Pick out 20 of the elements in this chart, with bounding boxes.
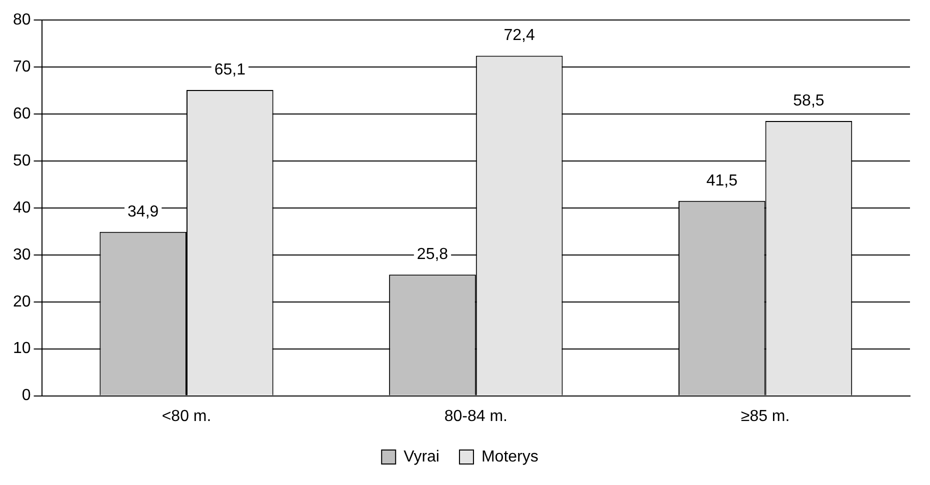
y-tick-label: 30 [13, 246, 31, 264]
x-tick-label: ≥85 m. [740, 408, 790, 425]
x-tick-label: 80-84 m. [444, 408, 508, 425]
data-label: 58,5 [793, 92, 824, 110]
y-tick-label: 70 [13, 58, 31, 76]
y-tick-label: 40 [13, 199, 31, 216]
y-tick-label: 0 [22, 387, 31, 404]
data-label: 65,1 [214, 61, 246, 78]
data-label: 41,5 [706, 172, 738, 190]
data-label: 72,4 [504, 27, 535, 44]
y-tick-label: 10 [13, 340, 31, 358]
y-tick-label: 50 [13, 152, 31, 170]
data-label: 25,8 [416, 246, 448, 264]
legend-label: Moterys [481, 448, 538, 466]
y-tick-label: 20 [13, 293, 31, 310]
data-label: 34,9 [128, 203, 159, 220]
y-tick-label: 60 [13, 105, 31, 122]
y-tick-label: 80 [13, 11, 31, 28]
x-tick-label: <80 m. [162, 408, 212, 425]
legend-label: Vyrai [404, 448, 440, 466]
